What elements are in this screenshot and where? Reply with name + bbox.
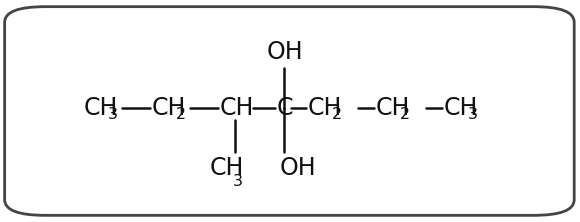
Text: 3: 3 — [233, 174, 243, 189]
Text: CH: CH — [376, 96, 411, 120]
Text: 2: 2 — [176, 107, 186, 121]
Text: 3: 3 — [467, 107, 477, 121]
Text: CH: CH — [210, 156, 244, 180]
FancyBboxPatch shape — [5, 7, 574, 215]
Text: 3: 3 — [107, 107, 118, 121]
Text: 2: 2 — [400, 107, 409, 121]
Text: CH: CH — [84, 96, 118, 120]
Text: 2: 2 — [332, 107, 342, 121]
Text: CH: CH — [152, 96, 186, 120]
Text: CH: CH — [220, 96, 255, 120]
Text: C: C — [277, 96, 293, 120]
Text: OH: OH — [280, 156, 317, 180]
Text: CH: CH — [444, 96, 478, 120]
Text: CH: CH — [308, 96, 342, 120]
Text: OH: OH — [267, 40, 303, 64]
